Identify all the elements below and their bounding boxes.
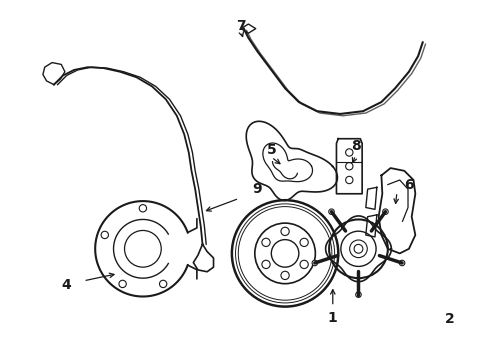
Text: 5: 5 (266, 143, 276, 157)
Text: 7: 7 (236, 19, 245, 33)
Circle shape (399, 260, 404, 266)
Circle shape (382, 209, 387, 215)
Text: 1: 1 (327, 311, 337, 325)
Circle shape (328, 209, 334, 215)
Circle shape (355, 292, 361, 297)
Circle shape (311, 260, 317, 266)
Text: 6: 6 (403, 177, 413, 192)
Text: 3: 3 (486, 288, 488, 302)
Text: 2: 2 (445, 312, 454, 327)
Text: 8: 8 (350, 139, 360, 153)
Text: 4: 4 (62, 279, 71, 292)
Text: 9: 9 (252, 182, 262, 196)
